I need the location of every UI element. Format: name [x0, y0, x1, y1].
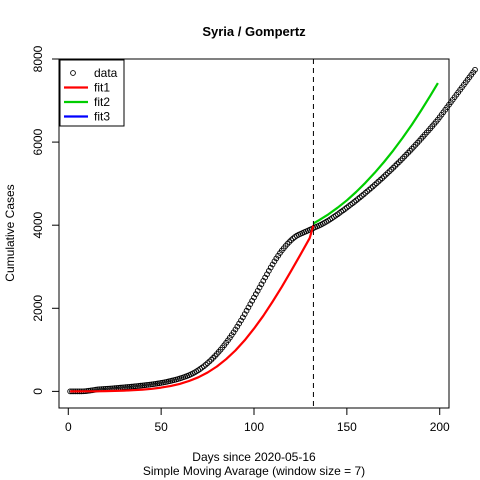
data-point	[284, 241, 291, 247]
x-tick-label: 150	[337, 420, 357, 434]
x-axis-label: Days since 2020-05-16	[192, 450, 316, 464]
data-point	[206, 358, 213, 365]
data-point	[394, 161, 400, 167]
data-point	[134, 383, 140, 389]
data-point	[230, 329, 237, 336]
data-point	[373, 180, 380, 187]
data-point	[126, 383, 133, 390]
data-point	[130, 383, 137, 390]
data-point	[379, 175, 385, 182]
legend-symbol-data	[70, 70, 76, 76]
y-axis: 0 2000 4000 6000 8000	[31, 45, 60, 395]
y-tick-label: 6000	[31, 128, 45, 155]
data-point	[267, 264, 274, 271]
y-tick-label: 2000	[31, 295, 45, 322]
data-point	[204, 360, 211, 366]
data-point	[141, 382, 148, 389]
data-point	[132, 383, 138, 390]
data-point	[381, 173, 387, 180]
data-point	[388, 166, 395, 173]
x-axis: 0 50 100 150 200	[65, 407, 450, 434]
data-point	[288, 237, 294, 243]
fit-lines	[70, 82, 439, 393]
chart-title: Syria / Gompertz	[202, 24, 306, 39]
data-point	[396, 159, 402, 166]
data-point	[136, 383, 142, 389]
data-point	[143, 382, 150, 388]
x-tick-label: 0	[65, 420, 72, 434]
data-point	[286, 239, 293, 245]
data-point	[236, 320, 242, 327]
data-point	[269, 261, 276, 268]
legend-label-fit2: fit2	[94, 95, 110, 109]
data-point	[375, 178, 382, 185]
data-point	[386, 168, 393, 175]
data-point	[232, 326, 239, 333]
data-point	[139, 382, 146, 389]
legend-label-fit1: fit1	[94, 81, 110, 95]
x-tick-label: 50	[154, 420, 168, 434]
data-point	[370, 183, 376, 190]
series-line-fit2	[312, 82, 439, 225]
series-line-fit1	[70, 224, 315, 393]
data-point	[472, 66, 478, 73]
data-point	[384, 170, 391, 176]
x-tick-label: 200	[430, 420, 450, 434]
data-point	[392, 163, 398, 169]
y-tick-label: 8000	[31, 45, 45, 72]
legend-label-data: data	[94, 66, 118, 80]
y-axis-label: Cumulative Cases	[3, 184, 17, 281]
data-point	[390, 164, 397, 171]
data-point	[234, 323, 241, 330]
data-point	[137, 382, 144, 389]
data-point	[377, 177, 384, 183]
data-point	[383, 171, 389, 178]
legend-label-fit3: fit3	[94, 110, 110, 124]
data-point	[371, 182, 378, 188]
legend-box	[59, 59, 125, 127]
data-point	[208, 356, 215, 363]
x-tick-label: 100	[244, 420, 264, 434]
data-point	[128, 383, 135, 390]
y-tick-label: 4000	[31, 212, 45, 239]
x-axis-sublabel: Simple Moving Avarage (window size = 7)	[143, 464, 365, 478]
y-tick-label: 0	[31, 388, 45, 395]
data-point	[271, 258, 278, 265]
